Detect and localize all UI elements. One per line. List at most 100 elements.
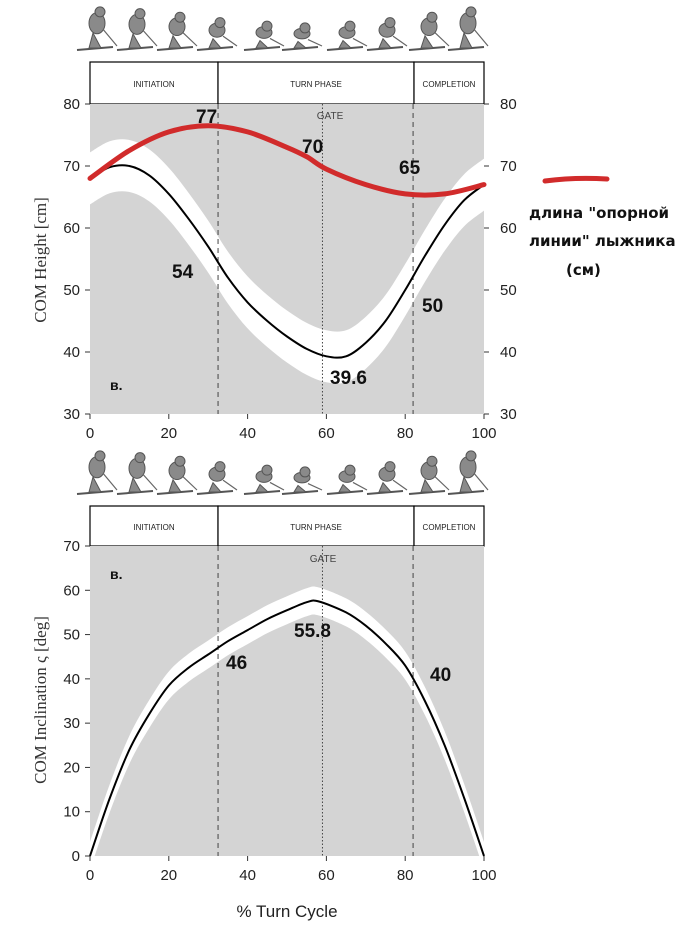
panel-label-top: в. <box>110 377 123 393</box>
annotation-70: 70 <box>302 137 323 158</box>
x-tick-label: 20 <box>160 867 177 884</box>
skier-figure <box>281 466 323 495</box>
legend-text-line3: (см) <box>566 261 601 279</box>
y-tick-label: 30 <box>63 715 80 732</box>
legend-text-line1: длина "опорной <box>529 204 669 222</box>
annotation-65: 65 <box>399 158 421 179</box>
y-tick-label: 60 <box>63 582 80 599</box>
legend: длина "опорной линии" лыжника (см) <box>529 175 676 279</box>
annotation-77: 77 <box>196 107 217 128</box>
y-tick-label: 20 <box>63 759 80 776</box>
y-axis-ticks-top-right: 30 40 50 60 70 80 <box>484 96 517 423</box>
y-tick-label: 40 <box>63 344 80 361</box>
annotation-55-8: 55.8 <box>294 621 331 642</box>
skier-figure <box>366 17 408 51</box>
skier-figure <box>243 464 285 495</box>
gate-label-bottom: GATE <box>310 554 337 565</box>
phase-label-turn-2: TURN PHASE <box>290 523 342 532</box>
x-tick-label: 0 <box>86 425 94 442</box>
annotation-40: 40 <box>430 665 451 686</box>
legend-red-swatch <box>542 175 610 184</box>
x-axis-ticks-top: 0 20 40 60 80 100 <box>86 414 497 442</box>
skier-strip-bottom <box>76 450 489 495</box>
phase-label-initiation: INITIATION <box>133 80 174 89</box>
skier-figure <box>116 8 158 51</box>
y-axis-ticks-bottom: 0 10 20 30 40 50 60 70 <box>63 538 90 865</box>
x-tick-label: 80 <box>397 425 414 442</box>
skier-figure <box>366 461 408 495</box>
skier-figure <box>76 450 118 495</box>
skier-figure <box>76 6 118 51</box>
x-tick-label: 100 <box>471 867 496 884</box>
y-tick-label: 70 <box>63 158 80 175</box>
y-tick-label: 80 <box>63 96 80 113</box>
panel-label-bottom: в. <box>110 566 123 582</box>
x-axis-title: % Turn Cycle <box>236 902 337 921</box>
y-tick-label: 30 <box>63 406 80 423</box>
y-axis-ticks-top-left: 30 40 50 60 70 80 <box>63 96 90 423</box>
skier-figure <box>156 455 198 495</box>
phase-label-completion: COMPLETION <box>423 80 476 89</box>
skier-figure <box>243 20 285 51</box>
gate-label-top: GATE <box>317 111 344 122</box>
skier-figure <box>447 450 489 495</box>
skier-figure <box>447 6 489 51</box>
x-tick-label: 80 <box>397 867 414 884</box>
x-tick-label: 60 <box>318 425 335 442</box>
y-right-tick-label: 30 <box>500 406 517 423</box>
y-axis-title-bottom: COM Inclination ς [deg] <box>31 616 50 784</box>
annotation-50: 50 <box>422 296 443 317</box>
com-inclination-line <box>89 599 485 857</box>
x-tick-label: 60 <box>318 867 335 884</box>
x-axis-ticks-bottom: 0 20 40 60 80 100 <box>86 856 497 884</box>
skier-figure <box>408 455 450 495</box>
annotation-39-6: 39.6 <box>330 368 367 389</box>
phase-boundaries-top <box>217 104 414 414</box>
phase-box-turn <box>217 61 415 105</box>
y-right-tick-label: 80 <box>500 96 517 113</box>
top-chart: INITIATION TURN PHASE COMPLETION GATE 30… <box>31 61 517 442</box>
y-tick-label: 50 <box>63 282 80 299</box>
phase-label-completion-2: COMPLETION <box>423 523 476 532</box>
phase-label-turn: TURN PHASE <box>290 80 342 89</box>
y-tick-label: 60 <box>63 220 80 237</box>
com-height-line <box>89 164 485 359</box>
support-line-length-line <box>87 123 487 198</box>
skier-figure <box>326 464 368 495</box>
skier-figure <box>281 22 323 51</box>
x-tick-label: 20 <box>160 425 177 442</box>
skier-figure <box>116 452 158 495</box>
y-right-tick-label: 40 <box>500 344 517 361</box>
skier-figure <box>196 17 238 51</box>
skier-figure <box>408 11 450 51</box>
std-band-bottom <box>90 586 484 870</box>
x-tick-label: 40 <box>239 425 256 442</box>
y-right-tick-label: 60 <box>500 220 517 237</box>
y-tick-label: 40 <box>63 671 80 688</box>
phase-box-turn-2 <box>217 505 415 547</box>
phase-label-initiation-2: INITIATION <box>133 523 174 532</box>
phase-box-completion-2 <box>413 505 485 547</box>
legend-text-line2: линии" лыжника <box>529 232 676 250</box>
annotation-46: 46 <box>226 653 247 674</box>
y-tick-label: 0 <box>72 848 80 865</box>
phase-boundaries-bottom <box>217 546 414 856</box>
phase-box-completion <box>413 61 485 105</box>
skier-figure <box>326 20 368 51</box>
y-right-tick-label: 70 <box>500 158 517 175</box>
skier-figure <box>196 461 238 495</box>
bottom-chart: INITIATION TURN PHASE COMPLETION GATE 0 1… <box>31 505 497 921</box>
y-axis-title-top: COM Height [cm] <box>31 197 50 323</box>
x-tick-label: 40 <box>239 867 256 884</box>
y-tick-label: 50 <box>63 627 80 644</box>
x-tick-label: 0 <box>86 867 94 884</box>
annotation-54: 54 <box>172 262 194 283</box>
y-right-tick-label: 50 <box>500 282 517 299</box>
y-tick-label: 70 <box>63 538 80 555</box>
skier-figure <box>156 11 198 51</box>
phase-box-initiation-2 <box>89 505 219 547</box>
y-tick-label: 10 <box>63 804 80 821</box>
x-tick-label: 100 <box>471 425 496 442</box>
skier-strip-top <box>76 6 489 51</box>
